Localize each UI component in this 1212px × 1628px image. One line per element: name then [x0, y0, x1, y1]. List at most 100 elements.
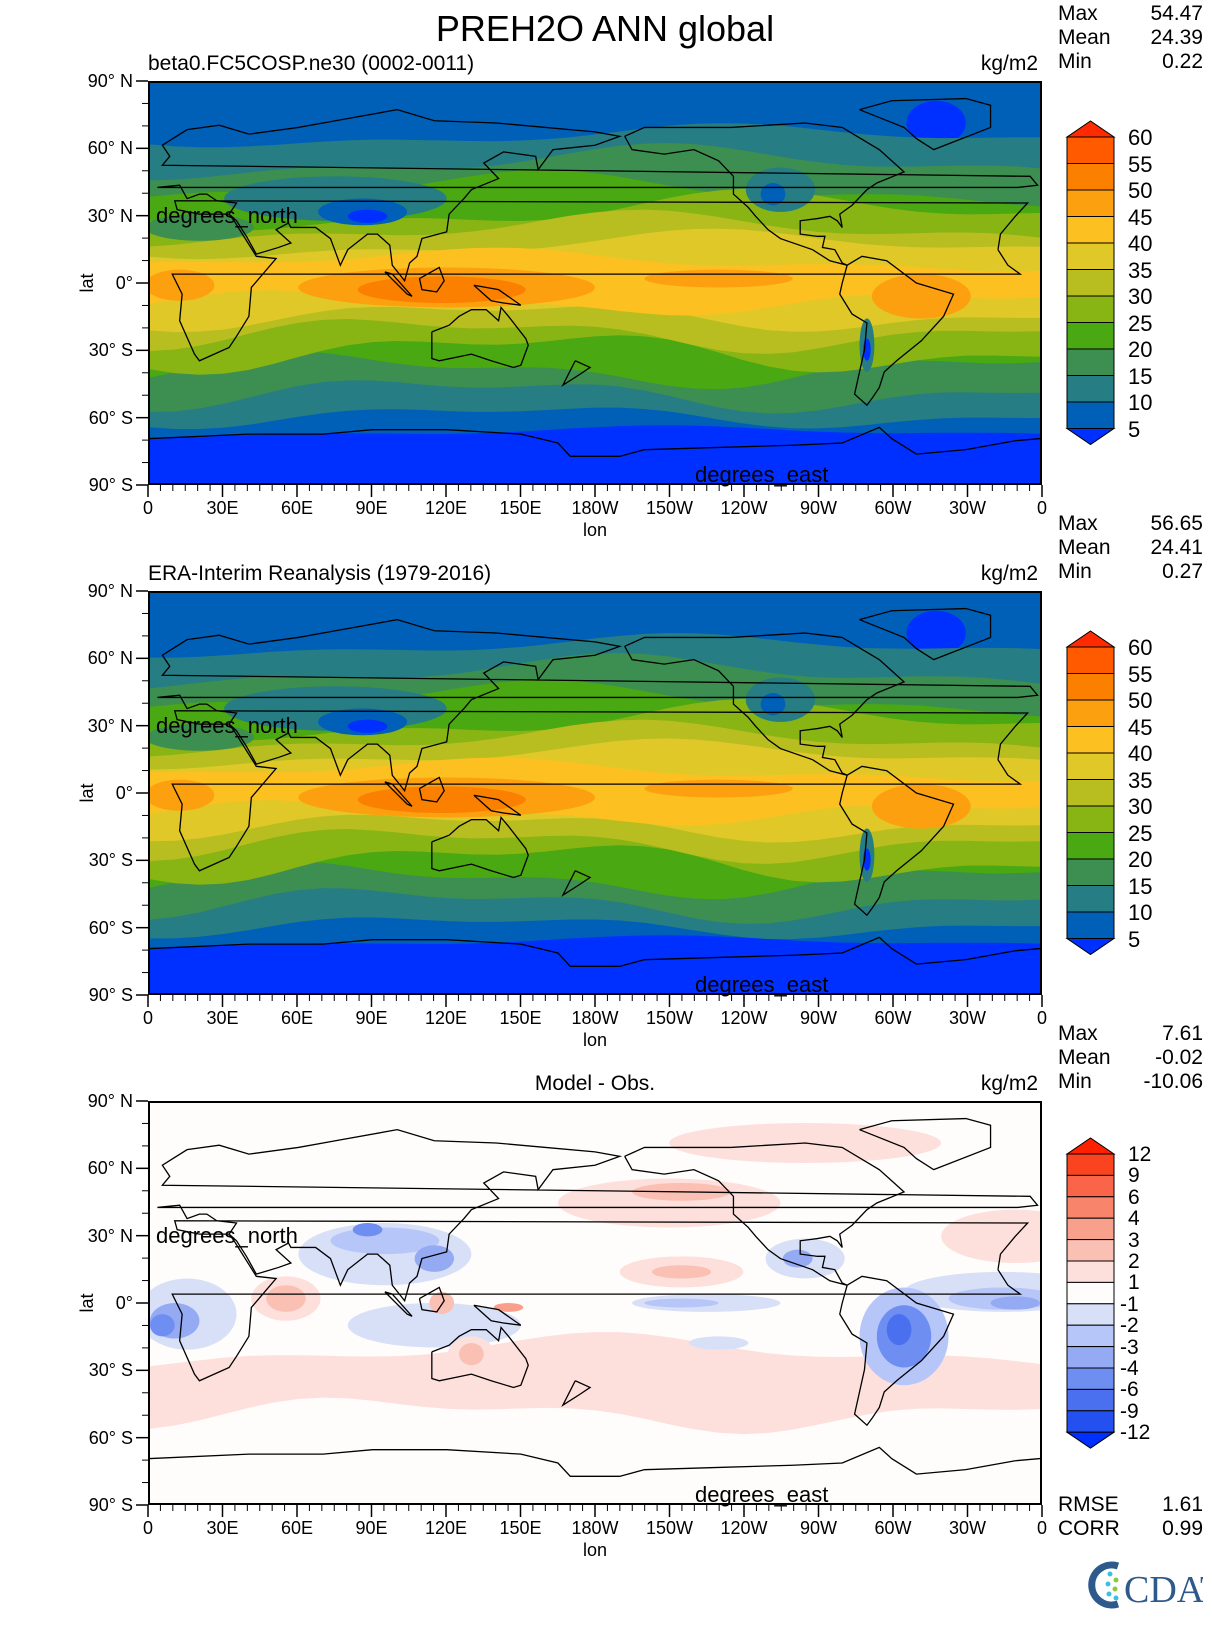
contour-region — [357, 786, 526, 813]
stat-value-min: 0.22 — [1162, 50, 1203, 73]
coastline — [860, 99, 991, 150]
colorbar-label: 4 — [1128, 1207, 1140, 1231]
colorbar-label: 25 — [1128, 310, 1153, 336]
coastline — [157, 1130, 1037, 1301]
lon-tick-label: 0 — [1036, 498, 1048, 518]
lon-tick-label: 90W — [799, 1008, 838, 1028]
contour-region — [150, 935, 1040, 993]
stat-label-min: Min — [1058, 1070, 1092, 1093]
lat-tick-label: 30° S — [88, 850, 133, 871]
cdat-logo-icon: CDAT — [1088, 1561, 1212, 1611]
lon-tick-label: 90E — [355, 1518, 388, 1538]
lat-tick-label: 60° S — [88, 1427, 133, 1448]
lat-tick-label: 90° S — [88, 1495, 133, 1515]
colorbar-label: 55 — [1128, 661, 1153, 687]
x-axis-label: lon — [582, 520, 608, 540]
map-panel-2 — [148, 591, 1042, 995]
colorbar-label: 25 — [1128, 820, 1153, 846]
colorbar-label: -1 — [1120, 1292, 1139, 1316]
contour-region — [990, 1296, 1040, 1310]
colorbar-label: 12 — [1128, 1143, 1152, 1166]
colorbar-box — [1066, 375, 1115, 403]
coastline — [385, 272, 412, 296]
lon-tick-label: 60E — [280, 498, 314, 518]
colorbar-over-triangle — [1065, 120, 1116, 138]
lon-tick-label: 150W — [645, 498, 694, 518]
contour-region — [651, 1265, 712, 1279]
units-label: kg/m2 — [980, 562, 1038, 585]
lat-tick-label: 0° — [115, 1293, 133, 1313]
metric-label-corr: CORR — [1058, 1517, 1120, 1540]
colorbar-label: 10 — [1128, 390, 1153, 415]
coastline — [385, 782, 412, 806]
panel-subtitle: Model - Obs. — [534, 1072, 656, 1095]
contour-region — [760, 183, 786, 206]
colorbar-box — [1066, 699, 1115, 727]
x-axis-label: lon — [582, 1030, 608, 1050]
lat-tick-label: 30° N — [87, 1225, 133, 1246]
colorbar-label: -12 — [1120, 1421, 1151, 1445]
lon-tick-label: 90W — [799, 498, 838, 518]
figure-title: PREH2O ANN global — [435, 8, 775, 49]
colorbar-box — [1066, 726, 1115, 754]
coastline — [840, 1276, 954, 1425]
lon-tick-label: 90W — [799, 1518, 838, 1538]
colorbar-label: -9 — [1120, 1399, 1139, 1423]
contour-region — [150, 1314, 175, 1337]
colorbar-box — [1066, 163, 1115, 191]
coastline — [172, 1221, 1027, 1381]
colorbar-box — [1066, 1346, 1115, 1369]
coastline — [432, 307, 528, 367]
colorbar-box — [1066, 885, 1115, 913]
lat-tick-label: 90° N — [87, 71, 133, 91]
stat-label-mean: Mean — [1058, 1046, 1111, 1069]
colorbar-box — [1066, 805, 1115, 833]
lat-tick-label: 90° N — [87, 1091, 133, 1111]
contour-region — [871, 784, 971, 829]
lon-tick-label: 120W — [720, 1518, 768, 1538]
stat-value-mean: 24.41 — [1150, 536, 1203, 559]
lon-units-label: degrees_east — [695, 972, 829, 997]
contour-region — [150, 214, 254, 241]
lon-tick-label: 30W — [948, 1518, 987, 1538]
colorbar-label: 9 — [1128, 1164, 1140, 1188]
contour-region — [493, 1303, 524, 1312]
colorbar-label: 60 — [1128, 125, 1153, 150]
coastline — [419, 777, 444, 801]
contour-region — [150, 1332, 1040, 1435]
contour-region — [347, 719, 388, 733]
stat-value-max: 54.47 — [1150, 2, 1203, 25]
stat-label-min: Min — [1058, 560, 1092, 583]
lon-tick-label: 60E — [280, 1518, 314, 1538]
contour-region — [644, 1298, 719, 1308]
stat-value-max: 56.65 — [1150, 512, 1203, 535]
y-axis-label: lat — [77, 1293, 97, 1313]
stat-label-mean: Mean — [1058, 26, 1111, 49]
contour-region — [644, 779, 793, 798]
colorbar-box — [1066, 136, 1115, 164]
coastline — [157, 110, 1037, 281]
coastline — [419, 267, 444, 291]
colorbar-box — [1066, 911, 1115, 939]
lon-tick-label: 0 — [142, 498, 154, 518]
panel-subtitle: ERA-Interim Reanalysis (1979-2016) — [148, 562, 492, 585]
colorbar-label: 15 — [1128, 363, 1153, 389]
colorbar-label: 15 — [1128, 873, 1153, 899]
colorbar-label: 40 — [1128, 741, 1153, 766]
lat-tick-label: 60° N — [87, 138, 133, 159]
contour-region — [352, 1223, 383, 1237]
colorbar-label: 35 — [1128, 767, 1153, 793]
stat-label-min: Min — [1058, 50, 1092, 73]
colorbar-label: 30 — [1128, 794, 1153, 819]
lon-tick-label: 60W — [874, 1008, 912, 1028]
contour-region — [150, 724, 254, 751]
colorbar-box — [1066, 242, 1115, 270]
lon-tick-label: 120W — [720, 498, 768, 518]
stat-label-max: Max — [1058, 512, 1098, 535]
colorbar-box — [1066, 858, 1115, 886]
stat-value-min: -10.06 — [1143, 1070, 1203, 1093]
contour-region — [347, 1303, 521, 1348]
colorbar-box — [1066, 348, 1115, 376]
colorbar-label: 6 — [1128, 1185, 1140, 1209]
panel-subtitle: beta0.FC5COSP.ne30 (0002-0011) — [148, 52, 475, 75]
